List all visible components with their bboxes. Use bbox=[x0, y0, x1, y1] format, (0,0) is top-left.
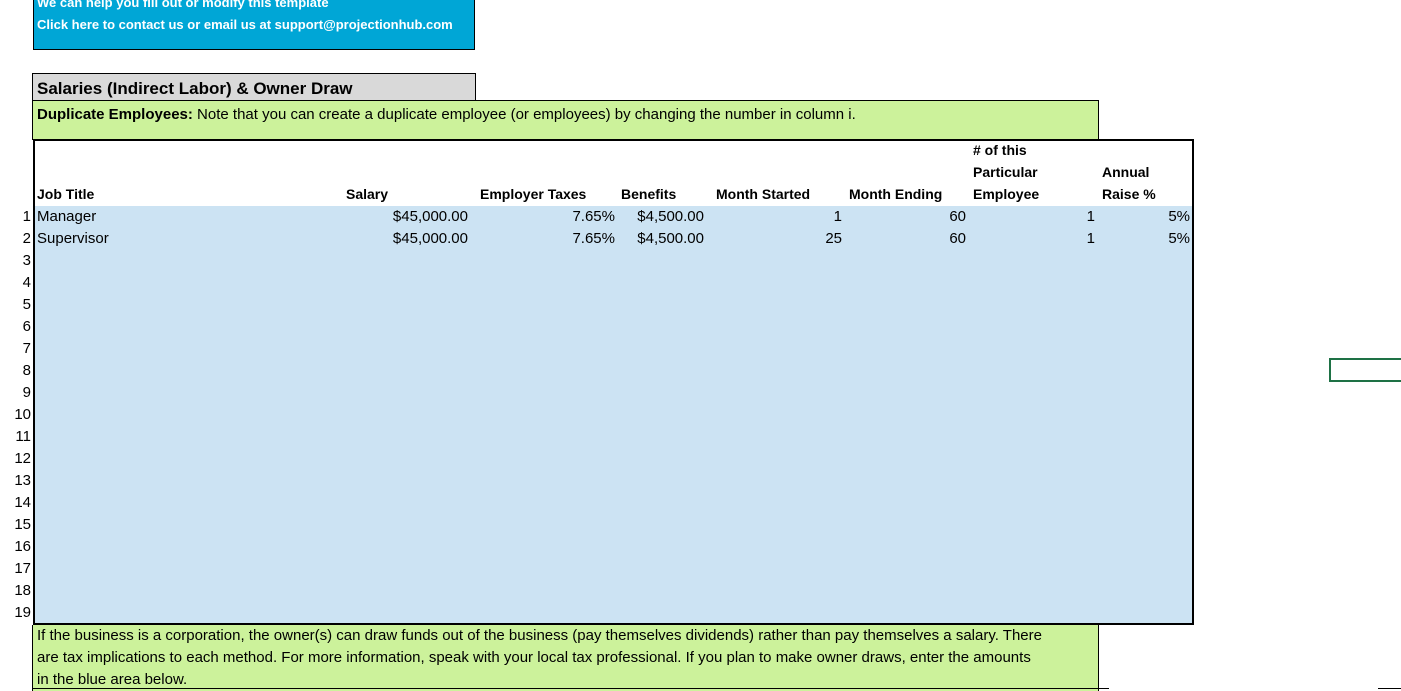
cell-employer-taxes[interactable]: 7.65% bbox=[572, 230, 615, 247]
header-month-started: Month Started bbox=[716, 186, 811, 202]
section-title-text: Salaries (Indirect Labor) & Owner Draw bbox=[37, 79, 353, 98]
duplicate-note-text: Note that you can create a duplicate emp… bbox=[192, 106, 856, 123]
row-number: 19 bbox=[14, 604, 31, 621]
row-number: 17 bbox=[14, 560, 31, 577]
cell-month-started[interactable]: 1 bbox=[833, 208, 842, 225]
cell-month-started[interactable]: 25 bbox=[825, 230, 842, 247]
cell-job-title[interactable]: Supervisor bbox=[37, 230, 109, 247]
selected-cell[interactable] bbox=[1329, 358, 1401, 382]
cell-job-title[interactable]: Manager bbox=[37, 208, 97, 225]
help-banner[interactable]: We can help you fill out or modify this … bbox=[33, 0, 475, 50]
cell-benefits[interactable]: $4,500.00 bbox=[637, 208, 704, 225]
bottom-border-right bbox=[1378, 688, 1401, 689]
contact-link[interactable]: Click here to contact us or email us at … bbox=[37, 17, 453, 32]
row-number: 2 bbox=[22, 230, 31, 247]
section-title: Salaries (Indirect Labor) & Owner Draw bbox=[32, 73, 476, 100]
row-number: 9 bbox=[22, 384, 31, 401]
header-job-title: Job Title bbox=[37, 186, 95, 202]
row-number: 18 bbox=[14, 582, 31, 599]
cell-month-ending[interactable]: 60 bbox=[949, 230, 966, 247]
header-salary: Salary bbox=[346, 186, 389, 202]
help-text: We can help you fill out or modify this … bbox=[37, 0, 329, 10]
row-number: 10 bbox=[14, 406, 31, 423]
row-number: 3 bbox=[22, 252, 31, 269]
header-employee-count-2: Particular bbox=[973, 164, 1038, 180]
salary-input-area[interactable] bbox=[35, 206, 1192, 623]
cell-salary[interactable]: $45,000.00 bbox=[392, 208, 468, 225]
row-number: 1 bbox=[22, 208, 31, 225]
row-number: 13 bbox=[14, 472, 31, 489]
cell-month-ending[interactable]: 60 bbox=[949, 208, 966, 225]
header-employee-count-3: Employee bbox=[973, 186, 1040, 202]
row-number: 8 bbox=[22, 362, 31, 379]
row-number: 4 bbox=[22, 274, 31, 291]
row-number: 7 bbox=[22, 340, 31, 357]
header-benefits: Benefits bbox=[621, 186, 677, 202]
row-number: 5 bbox=[22, 296, 31, 313]
cell-employee-count[interactable]: 1 bbox=[1086, 208, 1095, 225]
row-number: 16 bbox=[14, 538, 31, 555]
owner-note-line: If the business is a corporation, the ow… bbox=[37, 627, 1042, 644]
cell-annual-raise[interactable]: 5% bbox=[1168, 230, 1190, 247]
cell-benefits[interactable]: $4,500.00 bbox=[637, 230, 704, 247]
owner-note-line: in the blue area below. bbox=[37, 671, 188, 688]
cell-annual-raise[interactable]: 5% bbox=[1168, 208, 1190, 225]
row-number: 15 bbox=[14, 516, 31, 533]
row-number: 14 bbox=[14, 494, 31, 511]
header-employee-count-1: # of this bbox=[973, 142, 1027, 158]
row-number: 6 bbox=[22, 318, 31, 335]
owner-draw-note: If the business is a corporation, the ow… bbox=[32, 625, 1099, 691]
cell-employee-count[interactable]: 1 bbox=[1086, 230, 1095, 247]
header-annual-raise-1: Annual bbox=[1102, 164, 1150, 180]
row-number: 12 bbox=[14, 450, 31, 467]
bottom-border bbox=[32, 688, 1109, 689]
header-month-ending: Month Ending bbox=[849, 186, 943, 202]
cell-employer-taxes[interactable]: 7.65% bbox=[572, 208, 615, 225]
owner-note-line: are tax implications to each method. For… bbox=[37, 649, 1031, 666]
header-annual-raise-2: Raise % bbox=[1102, 186, 1156, 202]
header-employer-taxes: Employer Taxes bbox=[480, 186, 587, 202]
duplicate-note-label: Duplicate Employees: bbox=[37, 106, 193, 123]
duplicate-employees-note: Duplicate Employees: Note that you can c… bbox=[32, 100, 1099, 140]
cell-salary[interactable]: $45,000.00 bbox=[392, 230, 468, 247]
row-number: 11 bbox=[15, 428, 31, 445]
